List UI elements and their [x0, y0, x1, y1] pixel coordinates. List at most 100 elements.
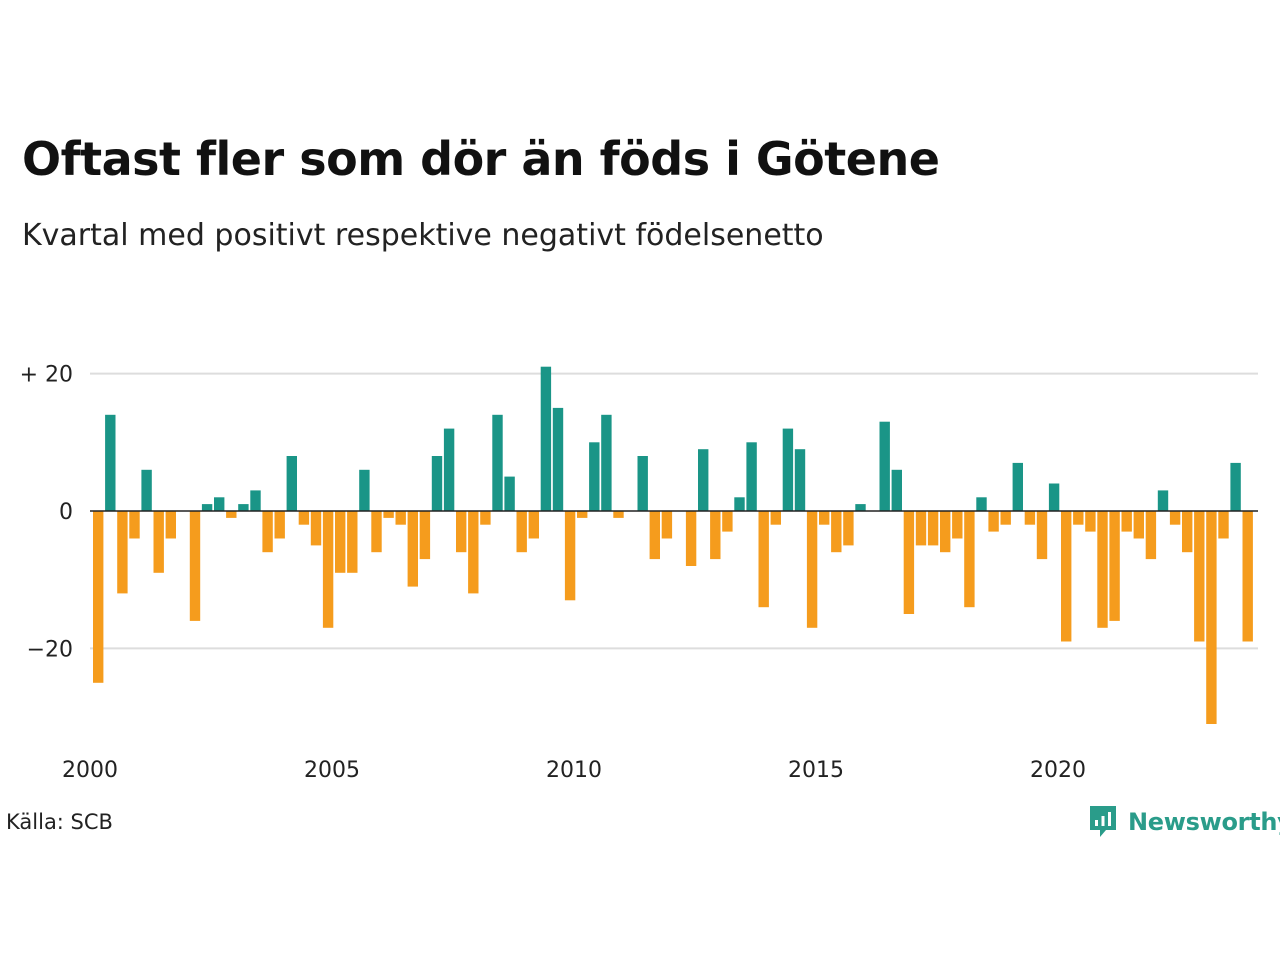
x-tick-label: 2005: [304, 758, 360, 783]
bar: [1073, 511, 1084, 525]
bar: [831, 511, 842, 553]
bar: [758, 511, 769, 608]
bar: [407, 511, 418, 587]
bar: [1182, 511, 1193, 553]
bar: [1169, 511, 1181, 525]
bar: [843, 511, 854, 546]
x-axis-ticks: 2000 2005 2010 2015 2020: [62, 758, 1086, 783]
bar: [819, 511, 830, 525]
bar: [504, 476, 515, 511]
bar: [274, 511, 285, 539]
bar: [722, 511, 733, 532]
bar: [238, 504, 249, 511]
bar: [468, 511, 479, 594]
bar: [359, 469, 370, 511]
chart-title: Oftast fler som dör än föds i Götene: [22, 132, 940, 186]
bar: [371, 511, 382, 553]
bar: [552, 407, 564, 511]
bar: [431, 456, 443, 511]
bar: [1097, 511, 1108, 628]
bar: [601, 414, 612, 511]
bar: [577, 511, 588, 518]
bar: [915, 511, 927, 546]
bar: [93, 511, 104, 683]
bar: [117, 511, 128, 594]
bar: [1218, 511, 1229, 539]
bar: [952, 511, 963, 539]
bar: [528, 511, 539, 539]
bar: [746, 442, 757, 511]
bar: [443, 428, 455, 511]
bar: [734, 497, 745, 511]
brand-logo: Newsworthy: [1088, 804, 1280, 840]
bar: [262, 511, 273, 553]
bar: [661, 511, 673, 539]
newsworthy-logo-icon: [1090, 806, 1116, 837]
bar: [1230, 462, 1241, 511]
x-tick-label: 2020: [1030, 758, 1086, 783]
bar: [988, 511, 999, 532]
bar: [1206, 511, 1217, 724]
bar: [1061, 511, 1072, 642]
y-tick-label: 0: [59, 500, 73, 525]
bar: [637, 456, 648, 511]
bar: [480, 511, 491, 525]
bar: [286, 456, 297, 511]
bar: [347, 511, 358, 573]
bar: [976, 497, 987, 511]
bar: [806, 511, 818, 628]
bar: [540, 366, 552, 511]
bar: [1194, 511, 1205, 642]
bar: [685, 511, 697, 566]
bar: [710, 511, 721, 560]
y-tick-label: −20: [27, 637, 73, 662]
bar: [794, 449, 806, 511]
bar: [165, 511, 176, 539]
bar: [940, 511, 951, 553]
bar: [879, 421, 890, 511]
bar: [383, 511, 394, 518]
bar: [419, 511, 431, 560]
bars: [93, 366, 1253, 724]
bar: [1036, 511, 1048, 560]
bar: [335, 511, 346, 573]
bar: [1000, 511, 1011, 525]
bar: [1012, 462, 1023, 511]
bar: [1085, 511, 1096, 532]
bar: [1048, 483, 1060, 511]
bar: [201, 504, 213, 511]
bar: [1242, 511, 1253, 642]
bar: [1109, 511, 1120, 621]
bar: [516, 511, 527, 553]
source-note: Källa: SCB: [6, 810, 113, 834]
x-tick-label: 2015: [788, 758, 844, 783]
bar: [189, 511, 201, 621]
bar: [964, 511, 975, 608]
bar: [1145, 511, 1157, 560]
bar: [395, 511, 406, 525]
bar: [891, 469, 902, 511]
bar: [310, 511, 322, 546]
bar: [698, 449, 709, 511]
chart-subtitle: Kvartal med positivt respektive negativt…: [22, 218, 824, 253]
bar: [649, 511, 660, 560]
bar: [298, 511, 310, 525]
bar: [1157, 490, 1169, 511]
bar: [927, 511, 939, 546]
bar: [129, 511, 140, 539]
bar: [770, 511, 781, 525]
bar: [613, 511, 624, 518]
bar: [855, 504, 866, 511]
bar: [105, 414, 116, 511]
bar: [1133, 511, 1144, 539]
bar: [564, 511, 576, 601]
bar: [250, 490, 261, 511]
bar: [903, 511, 915, 614]
bar: [1024, 511, 1036, 525]
bar: [782, 428, 794, 511]
bar: [589, 442, 600, 511]
bar: [456, 511, 467, 553]
bar: [226, 511, 237, 518]
y-axis-ticks: + 20 0 −20: [20, 363, 73, 663]
